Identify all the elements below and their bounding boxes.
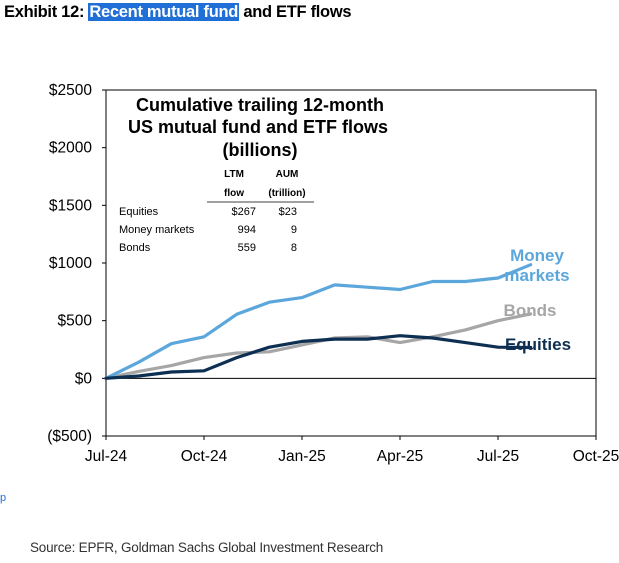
x-tick-label: Jul-25 <box>477 448 519 465</box>
series-label-bonds: Bonds <box>504 301 557 320</box>
series-label-money-markets: markets <box>504 266 569 285</box>
title-highlight: Recent mutual fund <box>88 3 240 21</box>
y-axis: $2500 $2000 $1500 $1000 $500 $0 ($500) <box>47 82 106 445</box>
y-tick-label: $1000 <box>49 255 92 272</box>
x-axis: Jul-24 Oct-24 Jan-25 Apr-25 Jul-25 Oct-25 <box>85 436 619 465</box>
table-row-flow: 559 <box>238 242 256 254</box>
x-tick-label: Jul-24 <box>85 448 128 465</box>
table-header: AUM <box>276 169 299 180</box>
x-tick-label: Oct-25 <box>573 448 619 465</box>
series-line-money-markets <box>104 263 533 380</box>
y-tick-label: $500 <box>58 313 93 330</box>
x-tick-label: Jan-25 <box>278 448 325 465</box>
stray-mark: p <box>0 492 7 504</box>
y-tick-label: $1500 <box>49 197 92 214</box>
table-header: LTM <box>224 169 244 180</box>
x-tick-label: Oct-24 <box>181 448 228 465</box>
table-row-aum: $23 <box>279 206 297 218</box>
y-tick-label: $0 <box>75 370 93 387</box>
exhibit-title: Exhibit 12: Recent mutual fund and ETF f… <box>4 3 352 22</box>
source-note: Source: EPFR, Goldman Sachs Global Inves… <box>30 540 384 555</box>
chart-title-line: US mutual fund and ETF flows <box>128 117 388 137</box>
table-row-name: Money markets <box>119 224 195 236</box>
y-tick-label: ($500) <box>47 428 92 445</box>
table-row-aum: 9 <box>291 224 297 236</box>
table-row-flow: $267 <box>232 206 256 218</box>
chart-title-line: Cumulative trailing 12-month <box>136 95 384 115</box>
table-row-name: Equities <box>119 206 159 218</box>
x-tick-label: Apr-25 <box>377 448 424 465</box>
title-rest: and ETF flows <box>239 3 352 21</box>
y-tick-label: $2500 <box>49 82 92 99</box>
chart-title-line: (billions) <box>223 140 298 160</box>
flows-table: LTM flow AUM (trillion) Equities $267 $23 Money… <box>119 169 314 254</box>
series-line-equities <box>104 334 533 380</box>
exhibit-prefix: Exhibit 12: <box>4 3 89 21</box>
table-header: (trillion) <box>268 188 305 199</box>
table-row-flow: 994 <box>238 224 256 236</box>
y-tick-label: $2000 <box>49 140 92 157</box>
series-label-equities: Equities <box>505 335 571 354</box>
series-label-money-markets: Money <box>510 246 564 265</box>
table-row-name: Bonds <box>119 242 151 254</box>
series-lines <box>104 263 533 380</box>
table-header: flow <box>224 188 244 199</box>
table-row-aum: 8 <box>291 242 297 254</box>
